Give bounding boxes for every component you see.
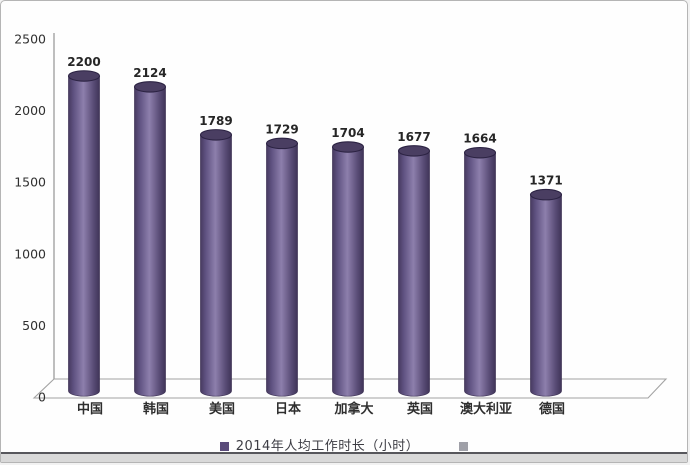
bar-body [200,134,232,397]
bar-top-cap [463,146,497,159]
chart-legend: 2014年人均工作时长（小时） [1,437,687,455]
x-category-label: 英国 [406,401,433,417]
legend-swatch-secondary [459,441,469,451]
bar-value-label: 1704 [331,126,364,140]
bar-top-cap [265,137,299,150]
x-category-label: 美国 [209,401,235,417]
bar-value-label: 1729 [265,122,298,136]
frame-bottom-line [1,452,687,454]
y-tick-label: 500 [22,318,46,333]
x-category-label: 韩国 [143,401,169,417]
bar-body [464,152,496,397]
bar-top-cap [331,141,365,153]
y-tick-label: 1000 [14,246,46,261]
bar-value-label: 2124 [133,66,166,80]
bar-value-label: 1371 [529,174,562,188]
bar-top-cap [199,129,233,141]
bar-top-cap [397,145,431,157]
y-tick-label: 2000 [14,103,46,118]
y-tick-label: 1500 [14,175,46,190]
frame-bottom-band [1,454,687,462]
bar-body [68,75,100,397]
x-category-label: 日本 [275,401,301,417]
bar-value-label: 1789 [199,114,232,128]
bar-top-cap [67,70,101,82]
bar-body [530,194,562,397]
bar-body [134,86,166,397]
bar-top-cap [529,188,563,201]
y-tick-label: 0 [38,390,46,405]
bar-body [332,146,364,397]
x-category-label: 加拿大 [333,401,373,417]
chart-floor [32,378,668,399]
x-category-label: 澳大利亚 [460,401,512,417]
y-tick-label: 2500 [14,32,46,47]
legend-swatch-primary [219,441,229,451]
bar-top-cap [133,81,167,93]
bar-value-label: 2200 [67,55,100,69]
x-category-label: 中国 [77,401,103,417]
x-category-label: 德国 [539,401,565,417]
legend-label-primary: 2014年人均工作时长（小时） [235,438,420,454]
bar-value-label: 1677 [397,130,430,144]
bar-value-label: 1664 [463,132,496,146]
bar-body [266,143,298,397]
bar-body [398,150,430,397]
